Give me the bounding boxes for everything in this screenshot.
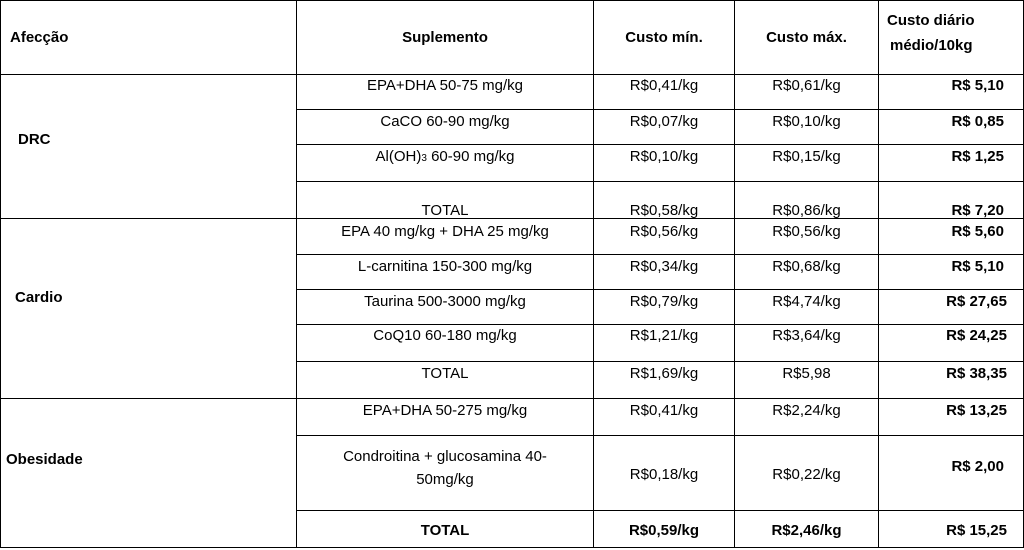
rule: [296, 254, 1024, 255]
header-max-cost: Custo máx.: [766, 29, 847, 46]
supplement-cell-line1: Condroitina + glucosamina 40-: [343, 448, 547, 465]
rule: [0, 547, 1024, 548]
total-label: TOTAL: [421, 365, 469, 382]
min-cost-cell: R$0,79/kg: [629, 293, 699, 310]
supplement-cell: EPA 40 mg/kg + DHA 25 mg/kg: [341, 223, 549, 240]
min-cost-cell: R$0,58/kg: [629, 202, 699, 219]
max-cost-cell: R$4,74/kg: [772, 293, 841, 310]
daily-cost-cell: R$ 24,25: [946, 327, 1007, 344]
total-label: TOTAL: [421, 202, 469, 219]
rule: [878, 0, 879, 548]
max-cost-cell: R$2,24/kg: [772, 402, 841, 419]
daily-cost-cell: R$ 5,60: [951, 223, 1004, 240]
daily-cost-cell: R$ 2,00: [951, 458, 1004, 475]
min-cost-cell: R$0,41/kg: [629, 77, 699, 94]
supplement-cell: Taurina 500-3000 mg/kg: [364, 293, 526, 310]
rule: [296, 181, 1024, 182]
daily-cost-cell: R$ 13,25: [946, 402, 1007, 419]
rule: [0, 0, 1024, 1]
min-cost-cell: R$0,56/kg: [629, 223, 699, 240]
rule: [296, 289, 1024, 290]
daily-cost-cell: R$ 1,25: [951, 148, 1004, 165]
total-label: TOTAL: [420, 522, 470, 539]
max-cost-cell: R$0,61/kg: [772, 77, 841, 94]
rule: [593, 0, 594, 548]
daily-cost-cell: R$ 5,10: [951, 77, 1004, 94]
rule: [734, 0, 735, 548]
min-cost-cell: R$0,07/kg: [629, 113, 699, 130]
rule: [296, 435, 1024, 436]
header-condition: Afecção: [10, 29, 69, 46]
rule: [0, 0, 1, 548]
max-cost-cell: R$0,68/kg: [772, 258, 841, 275]
min-cost-cell: R$0,18/kg: [629, 466, 699, 483]
rule: [296, 109, 1024, 110]
header-supplement: Suplemento: [402, 29, 488, 46]
group-label: Cardio: [15, 289, 63, 306]
daily-cost-cell: R$ 7,20: [951, 202, 1004, 219]
max-cost-cell: R$5,98: [782, 365, 831, 382]
min-cost-cell: R$0,34/kg: [629, 258, 699, 275]
max-cost-cell: R$0,10/kg: [772, 113, 841, 130]
max-cost-cell: R$2,46/kg: [771, 522, 842, 539]
supplement-formula: Al(OH): [375, 148, 422, 165]
max-cost-cell: R$0,15/kg: [772, 148, 841, 165]
daily-cost-cell: R$ 27,65: [946, 293, 1007, 310]
header-daily-cost-line1: Custo diário: [887, 12, 975, 29]
rule: [0, 74, 1024, 75]
rule: [0, 398, 1024, 399]
min-cost-cell: R$0,10/kg: [629, 148, 699, 165]
supplement-cell: CoQ10 60-180 mg/kg: [373, 327, 517, 344]
group-label: Obesidade: [6, 451, 83, 468]
header-daily-cost-line2: médio/10kg: [890, 37, 973, 54]
daily-cost-cell: R$ 38,35: [946, 365, 1007, 382]
rule: [296, 324, 1024, 325]
supplement-cell: EPA+DHA 50-75 mg/kg: [366, 77, 524, 94]
min-cost-cell: R$1,69/kg: [629, 365, 699, 382]
supplement-cell-line2: 50mg/kg: [416, 471, 474, 488]
min-cost-cell: R$1,21/kg: [629, 327, 699, 344]
supplement-cell: Al(OH)3 60-90 mg/kg: [297, 148, 593, 168]
rule: [296, 0, 297, 548]
supplement-dose: 60-90 mg/kg: [426, 148, 515, 165]
max-cost-cell: R$3,64/kg: [772, 327, 841, 344]
supplement-cell: EPA+DHA 50-275 mg/kg: [362, 402, 528, 419]
max-cost-cell: R$0,86/kg: [772, 202, 841, 219]
min-cost-cell: R$0,41/kg: [629, 402, 699, 419]
header-min-cost: Custo mín.: [625, 29, 703, 46]
daily-cost-cell: R$ 0,85: [951, 113, 1004, 130]
rule: [0, 218, 1024, 219]
rule: [296, 510, 1024, 511]
daily-cost-cell: R$ 5,10: [951, 258, 1004, 275]
rule: [296, 361, 1024, 362]
max-cost-cell: R$0,22/kg: [772, 466, 841, 483]
supplement-cell: L-carnitina 150-300 mg/kg: [357, 258, 533, 275]
max-cost-cell: R$0,56/kg: [772, 223, 841, 240]
rule: [296, 144, 1024, 145]
min-cost-cell: R$0,59/kg: [628, 522, 700, 539]
group-label: DRC: [18, 131, 51, 148]
daily-cost-cell: R$ 15,25: [946, 522, 1007, 539]
supplement-subscript: 3: [421, 153, 427, 164]
supplement-cell: CaCO 60-90 mg/kg: [380, 113, 510, 130]
